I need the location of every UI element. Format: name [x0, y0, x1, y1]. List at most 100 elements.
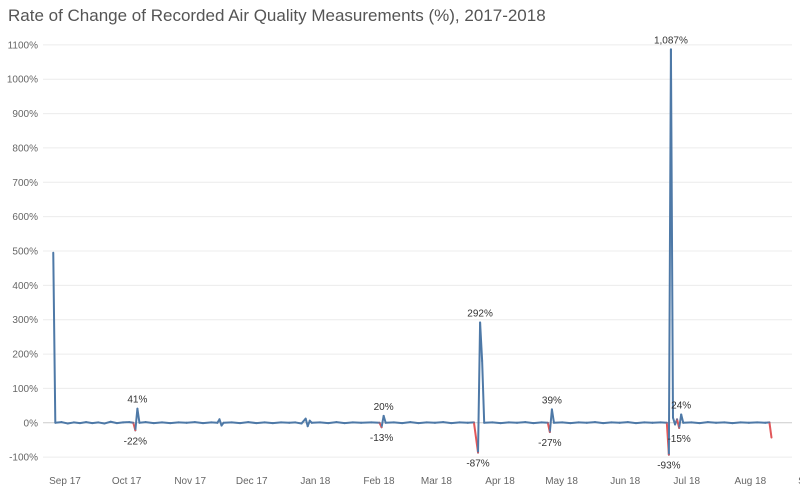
data-point	[122, 421, 124, 424]
data-point	[255, 422, 258, 424]
series-line-segment	[479, 321, 484, 362]
data-label: 39%	[542, 395, 562, 406]
series-line-segment	[91, 421, 100, 425]
series-line-segment	[103, 420, 112, 425]
series-line-segment	[698, 421, 709, 425]
series-line-segment	[52, 251, 57, 424]
data-point	[378, 421, 381, 424]
data-point	[128, 421, 130, 423]
data-point	[458, 421, 461, 424]
series-line-segment	[569, 421, 580, 425]
data-point	[731, 422, 734, 424]
series-line-segment	[635, 421, 646, 425]
series-line-segment	[618, 421, 629, 424]
data-point	[220, 424, 223, 427]
series-line-segment	[136, 407, 141, 424]
series-line-segment	[152, 421, 164, 425]
series-line-segment	[66, 421, 75, 425]
series-line-segment	[202, 421, 213, 425]
data-point	[682, 421, 685, 424]
series-line-segment	[60, 421, 69, 425]
series-line-segment	[417, 421, 428, 425]
data-point	[54, 421, 57, 424]
series-line-segment	[499, 421, 510, 425]
data-label: -87%	[466, 459, 489, 470]
data-point	[434, 421, 436, 424]
data-point	[680, 413, 682, 416]
series-line-segment	[109, 420, 118, 425]
data-label: -27%	[538, 438, 561, 449]
x-tick-label: Aug 18	[735, 476, 767, 487]
data-point	[678, 427, 680, 429]
data-point	[602, 422, 605, 424]
series-line-segment	[516, 421, 527, 424]
y-tick-label: -100%	[9, 453, 38, 464]
series-line-segment	[138, 421, 147, 424]
data-point	[524, 421, 527, 423]
data-label: -22%	[124, 436, 147, 447]
data-label: 20%	[374, 402, 394, 413]
y-tick-label: 400%	[12, 281, 38, 292]
series-line-segment	[680, 413, 685, 424]
series-line-segment	[78, 421, 88, 425]
data-point	[659, 421, 662, 424]
data-point	[643, 421, 646, 424]
data-point	[707, 421, 709, 423]
data-point	[561, 421, 563, 424]
series-line-segment	[54, 421, 63, 424]
data-point	[335, 421, 338, 423]
data-point	[103, 422, 106, 425]
data-point	[532, 422, 535, 424]
grid-layer	[43, 44, 792, 458]
data-point	[85, 421, 87, 423]
data-point	[97, 421, 100, 424]
data-point	[393, 421, 395, 424]
data-point	[72, 421, 75, 424]
data-point	[272, 422, 274, 424]
data-point	[540, 421, 543, 424]
data-label: 41%	[127, 395, 147, 406]
data-point	[618, 421, 621, 424]
data-point	[627, 421, 629, 423]
series-line-segment	[294, 421, 303, 425]
series-line-segment	[401, 421, 412, 425]
data-point	[294, 421, 297, 424]
data-point	[60, 421, 63, 423]
data-point	[676, 418, 678, 421]
data-point	[610, 421, 613, 424]
data-point	[715, 421, 717, 424]
data-point	[66, 422, 69, 425]
series-line-segment	[768, 421, 773, 439]
series-line-segment	[392, 421, 404, 425]
data-point	[651, 421, 654, 424]
data-point	[668, 453, 670, 456]
data-point	[263, 421, 266, 424]
data-point	[670, 48, 672, 51]
series-line-segment	[450, 421, 461, 425]
data-label: 1,087%	[654, 35, 688, 46]
data-point	[216, 421, 219, 424]
data-point	[698, 422, 701, 424]
series-line-segment	[731, 421, 742, 425]
data-point	[136, 407, 139, 410]
data-point	[401, 422, 403, 424]
data-point	[116, 422, 118, 424]
data-point	[748, 421, 750, 424]
series-line-segment	[327, 421, 338, 425]
x-tick-label: Oct 17	[112, 476, 142, 487]
data-point	[311, 421, 313, 424]
series-line-segment	[185, 421, 196, 424]
data-point	[384, 421, 387, 424]
data-point	[508, 421, 510, 424]
data-label: 292%	[467, 308, 493, 319]
data-point	[247, 421, 250, 423]
data-point	[417, 422, 420, 424]
data-point	[481, 360, 483, 362]
series-line-segment	[481, 359, 486, 424]
data-label: -13%	[370, 433, 393, 444]
data-point	[194, 421, 196, 423]
data-point	[739, 421, 742, 424]
series-line-segment	[263, 421, 274, 425]
series-line-segment	[161, 421, 172, 425]
